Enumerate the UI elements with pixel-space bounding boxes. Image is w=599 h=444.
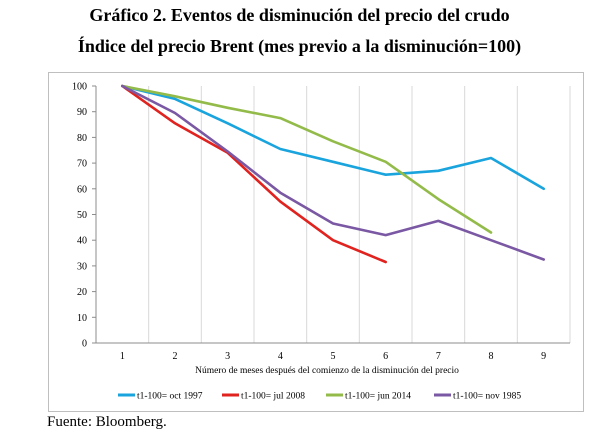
x-axis-label: Número de meses después del comienzo de … — [195, 366, 459, 376]
chart-title: Gráfico 2. Eventos de disminución del pr… — [89, 5, 510, 25]
y-tick-label: 80 — [77, 133, 87, 144]
y-tick-label: 0 — [82, 339, 87, 350]
y-tick-label: 50 — [77, 210, 87, 221]
legend-label: t1-100= oct 1997 — [137, 392, 203, 402]
chart-area — [48, 72, 584, 412]
y-tick-label: 30 — [77, 261, 87, 272]
y-tick-label: 70 — [77, 159, 87, 170]
series-line — [121, 84, 546, 191]
source-note: Fuente: Bloomberg. — [47, 414, 167, 430]
legend-label: t1-100= nov 1985 — [453, 392, 521, 402]
series-line — [121, 84, 546, 261]
y-tick-label: 90 — [77, 107, 87, 118]
x-tick-label: 9 — [541, 351, 546, 362]
x-tick-label: 7 — [436, 351, 441, 362]
x-tick-label: 1 — [120, 351, 125, 362]
x-tick-label: 6 — [383, 351, 388, 362]
y-tick-label: 40 — [77, 236, 87, 247]
series-line — [121, 84, 388, 264]
y-tick-label: 60 — [77, 184, 87, 195]
chart-subtitle: Índice del precio Brent (mes previo a la… — [77, 36, 522, 56]
x-tick-label: 4 — [278, 351, 283, 362]
legend-label: t1-100= jun 2014 — [345, 392, 411, 402]
x-tick-label: 5 — [331, 351, 336, 362]
x-tick-label: 3 — [225, 351, 230, 362]
y-tick-label: 100 — [72, 82, 87, 93]
x-tick-label: 2 — [173, 351, 178, 362]
y-tick-label: 20 — [77, 287, 87, 298]
series-line — [121, 84, 493, 234]
y-tick-label: 10 — [77, 313, 87, 324]
legend-label: t1-100= jul 2008 — [241, 392, 305, 402]
x-tick-label: 8 — [489, 351, 494, 362]
